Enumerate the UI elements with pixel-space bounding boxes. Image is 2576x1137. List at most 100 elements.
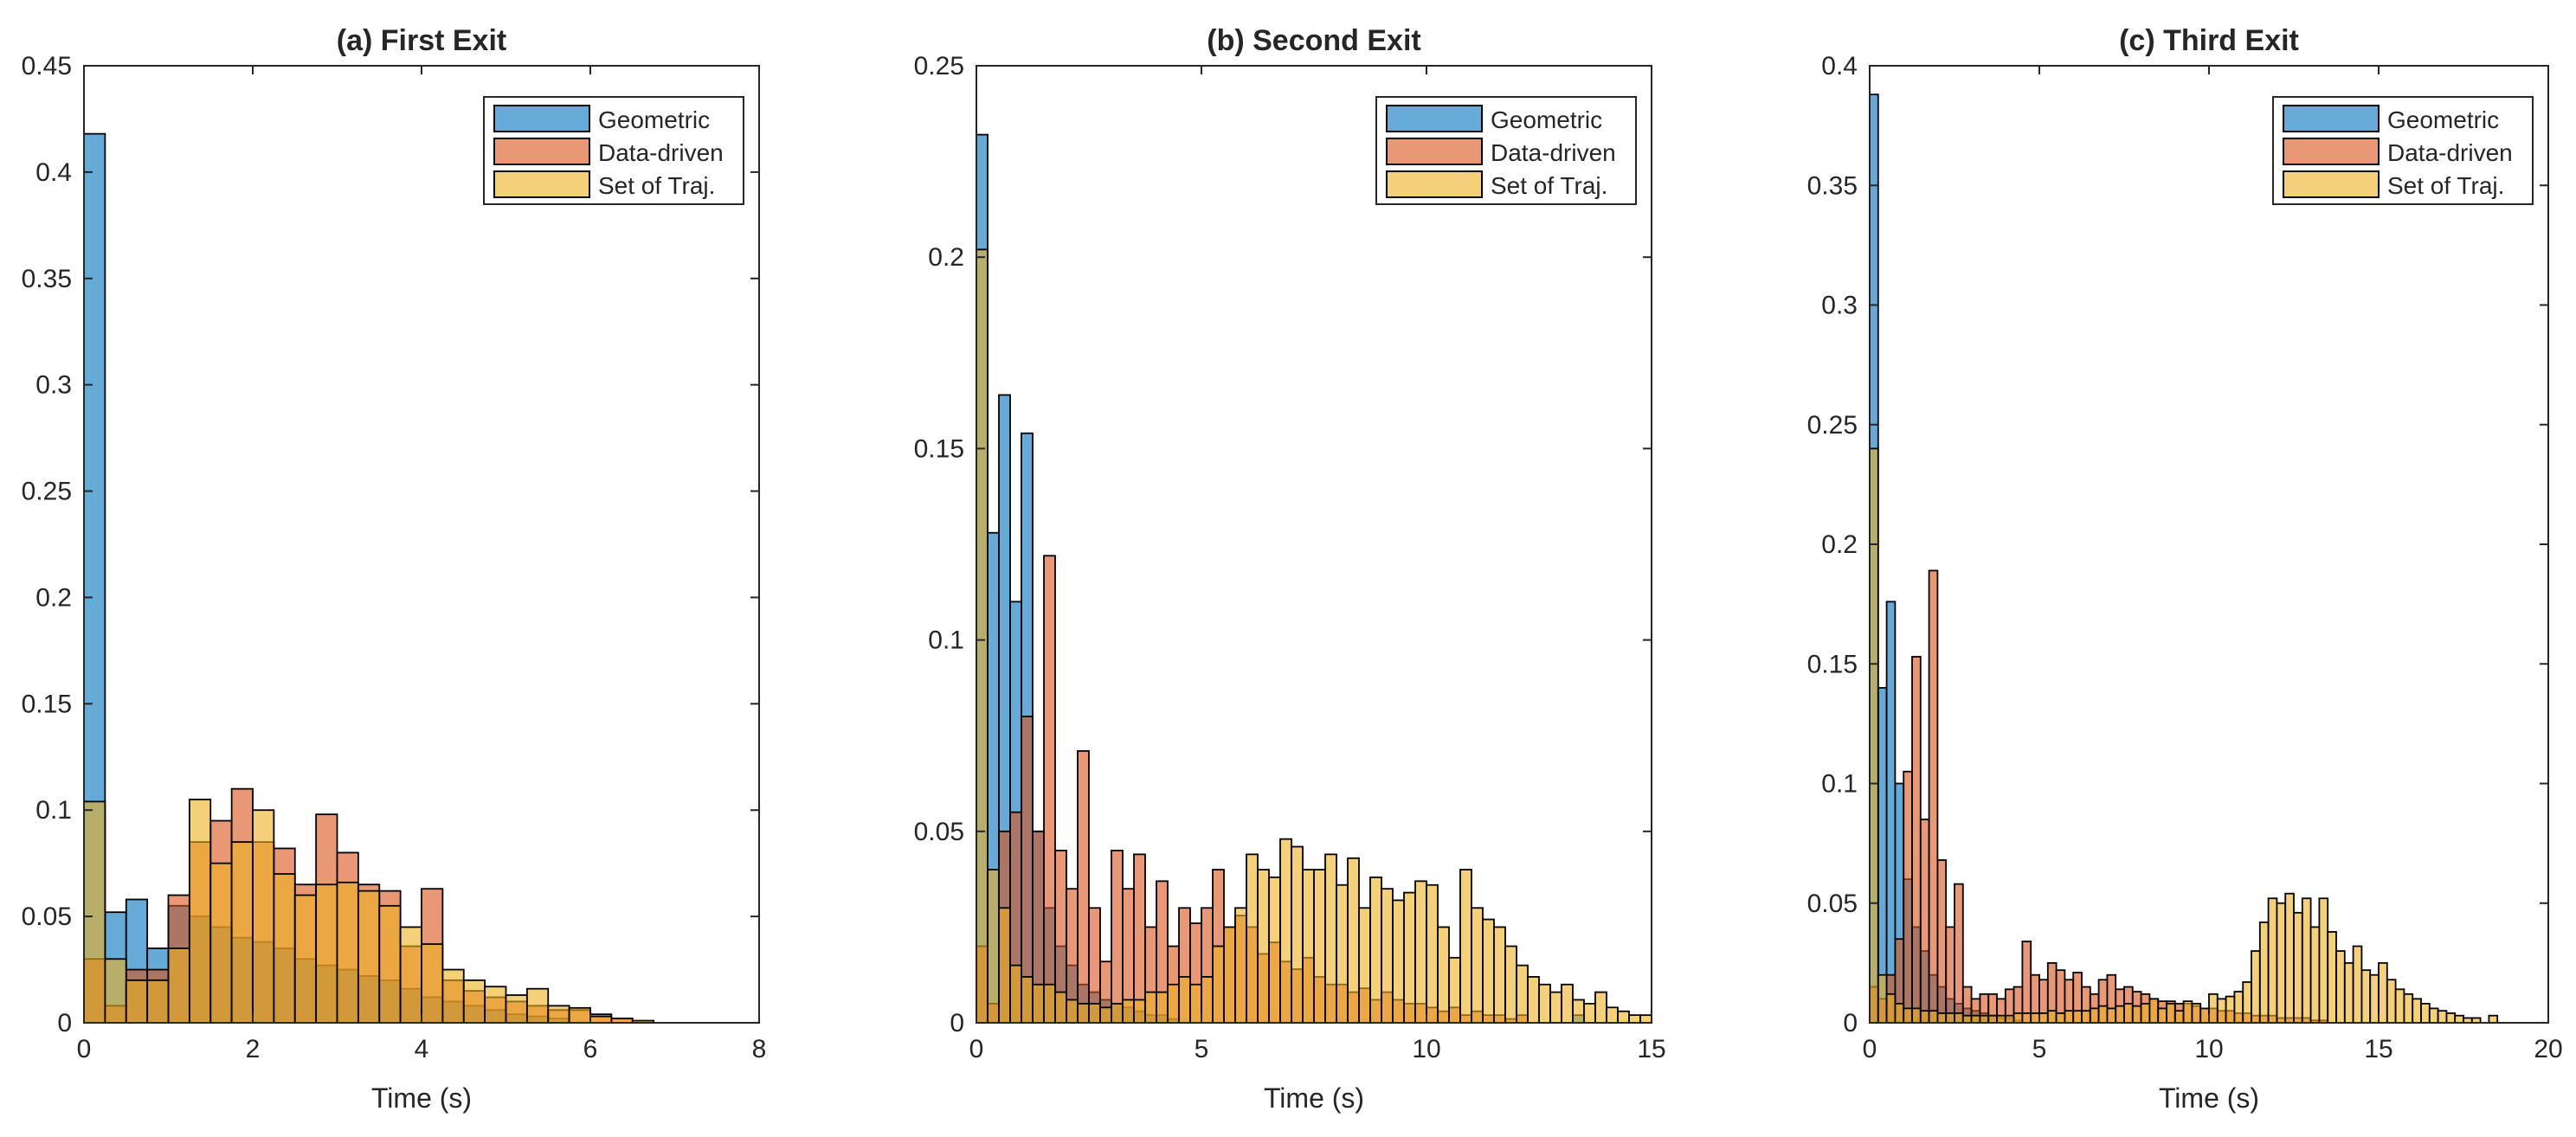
bar-set-of-traj [336, 881, 359, 1024]
bar-set-of-traj [2072, 1010, 2083, 1024]
bar-set-of-traj [1347, 857, 1360, 1024]
bar-set-of-traj [1996, 1014, 2006, 1024]
bar-set-of-traj [2038, 1012, 2049, 1024]
bar-set-of-traj [987, 869, 1000, 1024]
legend: Geometric Data-driven Set of Traj. [483, 96, 744, 205]
bar-set-of-traj [1414, 880, 1427, 1024]
bar-set-of-traj [2488, 1014, 2499, 1024]
bar-set-of-traj [2276, 902, 2287, 1024]
bar-data-driven [1043, 555, 1056, 1024]
bar-set-of-traj [1987, 1014, 1998, 1024]
bar-set-of-traj [2064, 1010, 2075, 1024]
bar-data-driven [1903, 770, 1913, 1024]
bar-set-of-traj [1928, 1010, 1939, 1024]
x-tick-label: 0 [1863, 1035, 1877, 1063]
bar-data-driven [1945, 926, 1955, 1024]
legend: Geometric Data-driven Set of Traj. [1375, 96, 1637, 205]
y-tick-label: 0.15 [1807, 650, 1858, 678]
bar-set-of-traj [2360, 969, 2372, 1024]
bar-set-of-traj [357, 890, 381, 1024]
bar-set-of-traj [1268, 876, 1281, 1024]
bar-set-of-traj [462, 979, 486, 1024]
bar-set-of-traj [1538, 983, 1551, 1024]
axis-ticks: 0 5 10 15 20 0 0.05 0.1 0.15 0.2 0.25 0.3 0.35 0.4 [1807, 52, 2563, 1063]
y-tick-label: 0 [57, 1009, 72, 1037]
bar-set-of-traj [2123, 1002, 2134, 1024]
legend-label-data-driven: Data-driven [598, 139, 724, 166]
bar-set-of-traj [1099, 1006, 1112, 1024]
bar-set-of-traj [2012, 1012, 2024, 1024]
bar-set-of-traj [1021, 976, 1034, 1024]
bar-set-of-traj [1583, 1002, 1596, 1024]
bar-set-of-traj [1549, 991, 1562, 1024]
bar-geometric [1877, 687, 1888, 1024]
bar-set-of-traj [2030, 1012, 2040, 1024]
axes-frame [83, 65, 760, 1024]
bar-set-of-traj [1234, 907, 1247, 1024]
bar-set-of-traj [1167, 983, 1180, 1024]
y-tick-label: 0.2 [1821, 530, 1858, 559]
bar-set-of-traj [1869, 447, 1879, 1024]
panel-title: (b) Second Exit [1207, 24, 1420, 57]
legend-label-geometric: Geometric [598, 106, 710, 133]
bar-set-of-traj [441, 968, 465, 1024]
bar-set-of-traj [2343, 961, 2354, 1024]
bar-set-of-traj [2191, 1002, 2202, 1024]
bar-set-of-traj [1032, 983, 1045, 1024]
bar-set-of-traj [1088, 1002, 1101, 1024]
bar-data-driven [1954, 883, 1964, 1024]
bar-set-of-traj [2131, 1005, 2142, 1024]
legend-swatch-geometric [2283, 105, 2380, 132]
bar-set-of-traj [378, 904, 402, 1024]
panel-first-exit: (a) First Exit 0 2 4 6 800.050.10.150.20.250… [22, 24, 767, 1114]
legend-label-set-of-traj: Set of Traj. [2387, 172, 2504, 199]
y-tick-label: 0.05 [1807, 890, 1858, 918]
y-tick-label: 0.25 [1807, 411, 1858, 440]
bar-set-of-traj [167, 948, 190, 1024]
bar-set-of-traj [146, 979, 170, 1024]
bar-set-of-traj [1336, 883, 1349, 1024]
bar-set-of-traj [188, 799, 212, 1024]
y-tick-label: 0.05 [22, 903, 72, 931]
y-tick-label: 0.4 [35, 158, 72, 187]
y-tick-label: 0.2 [35, 583, 72, 612]
bar-set-of-traj [2115, 1005, 2125, 1024]
bar-set-of-traj [998, 907, 1011, 1024]
bar-set-of-traj [1291, 845, 1304, 1024]
x-axis-label: Time (s) [1264, 1082, 1364, 1114]
axis-ticks: 0 2 4 6 8 0 0.05 0.1 0.15 0.2 0.25 0.3 0.35 0.4 0.45 [22, 52, 767, 1063]
bar-set-of-traj [2021, 1012, 2032, 1024]
bar-set-of-traj [1201, 976, 1214, 1024]
bar-set-of-traj [525, 987, 550, 1024]
bar-set-of-traj [1437, 926, 1450, 1024]
legend-label-set-of-traj: Set of Traj. [598, 172, 715, 199]
bar-set-of-traj [1178, 976, 1191, 1024]
bar-set-of-traj [1482, 918, 1495, 1024]
bar-set-of-traj [2199, 1007, 2210, 1024]
bar-set-of-traj [1144, 991, 1157, 1024]
bar-set-of-traj [2369, 973, 2380, 1024]
bar-set-of-traj [2412, 998, 2422, 1024]
y-tick-label: 0.1 [35, 796, 72, 825]
y-tick-label: 0.15 [22, 690, 72, 718]
bar-set-of-traj [1572, 999, 1585, 1024]
x-tick-label: 10 [1412, 1035, 1440, 1063]
bar-set-of-traj [1223, 926, 1236, 1024]
bar-set-of-traj [1302, 869, 1315, 1024]
y-tick-label: 0.3 [1821, 292, 1858, 320]
bar-set-of-traj [1877, 973, 1888, 1024]
x-tick-label: 15 [1637, 1035, 1665, 1063]
legend-swatch-set-of-traj [1386, 170, 1483, 198]
bar-set-of-traj [2046, 1010, 2058, 1024]
bar-set-of-traj [252, 809, 275, 1024]
bar-set-of-traj [1111, 1002, 1124, 1024]
bar-set-of-traj [2403, 992, 2414, 1024]
bar-set-of-traj [2454, 1014, 2464, 1024]
bar-set-of-traj [315, 883, 338, 1024]
bar-set-of-traj [1945, 1012, 1955, 1024]
bar-set-of-traj [2258, 921, 2270, 1024]
legend-swatch-set-of-traj [493, 170, 590, 198]
bar-set-of-traj [2097, 1005, 2109, 1024]
bar-set-of-traj [2225, 995, 2236, 1024]
bar-set-of-traj [1279, 838, 1292, 1024]
